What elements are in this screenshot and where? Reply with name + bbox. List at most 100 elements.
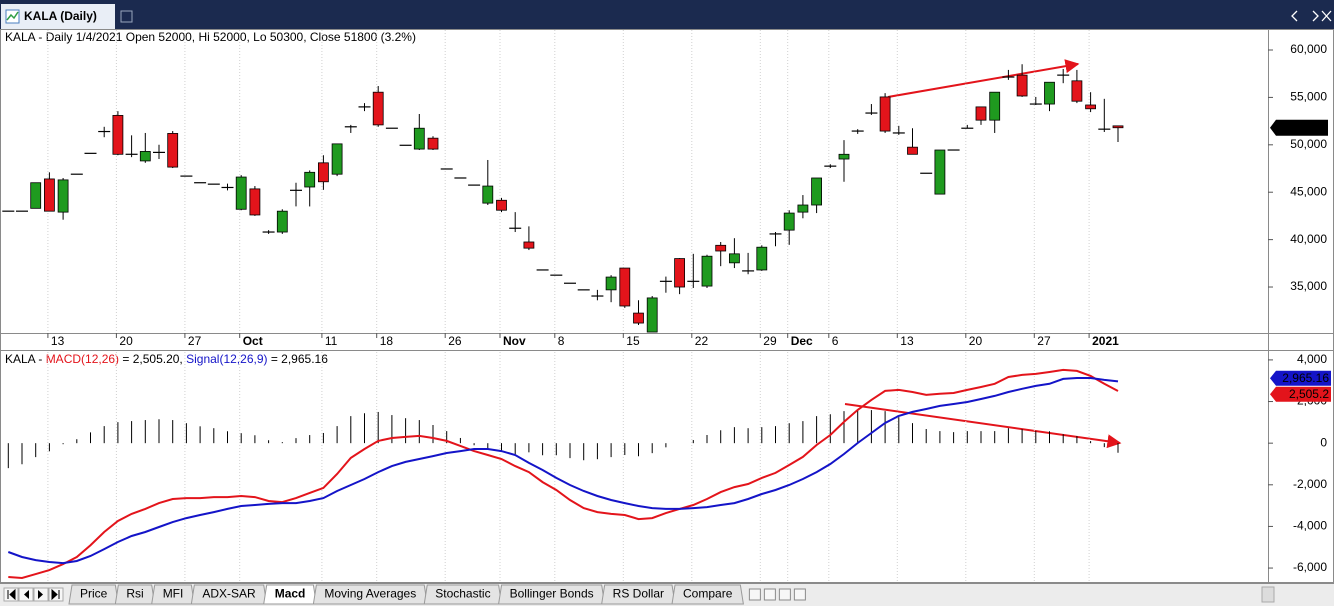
x-tick-label: 8 [558,334,565,348]
price-legend: KALA - Daily 1/4/2021 Open 52000, Hi 520… [5,30,416,44]
candle-body [57,179,69,213]
price-tag [1270,119,1328,136]
candle-body [235,176,247,210]
candle-body [701,255,713,287]
tab-tool[interactable] [778,588,791,601]
candle-body [1112,125,1124,129]
candle-body [1044,81,1055,105]
candle-body [838,153,850,160]
x-tick-label: 13 [900,334,914,348]
candle-body [112,115,124,155]
tab-label[interactable]: Compare [683,587,733,601]
tab-label[interactable]: ADX-SAR [202,587,256,601]
candle-body [304,171,316,188]
tab-label[interactable]: MFI [163,587,184,601]
x-tick-label: 27 [188,334,202,348]
x-tick-label: 22 [695,334,709,348]
macd-legend: KALA - MACD(12,26) = 2,505.20, Signal(12… [5,352,328,366]
trend-arrow [844,403,1122,449]
candle-body [317,162,329,183]
window-controls[interactable] [1291,10,1332,22]
candle-body [715,244,727,252]
x-tick-label: 18 [380,334,394,348]
x-tick-label: 2021 [1092,334,1119,348]
candle-body [756,246,768,271]
tab-tool[interactable] [763,588,776,601]
window-tab[interactable] [1,4,115,29]
candle-body [30,182,42,209]
x-tick-label: 20 [119,334,133,348]
tab-label[interactable]: Stochastic [435,587,490,601]
window-title: KALA (Daily) [24,9,97,23]
y-tick-label: 45,000 [1290,184,1327,198]
legend-name: Signal(12,26,9) [186,352,267,366]
scroll-thumb[interactable] [1261,586,1275,603]
y-tick-label: -2,000 [1293,477,1327,491]
x-tick-label: 20 [969,334,983,348]
value-tag [1270,370,1331,386]
y-tick-label: -4,000 [1293,519,1327,533]
tab-nav[interactable] [3,587,64,602]
price-tag-label: 51,800 [1288,120,1325,134]
legend-prefix: KALA - [5,352,46,366]
x-tick-label: Oct [243,334,263,348]
candle-body [907,146,918,155]
candle-body [1016,74,1028,97]
x-tick-label: Dec [791,334,813,348]
candle-body [674,258,685,288]
candle-body [523,241,535,249]
tab[interactable] [671,584,744,605]
candle-body [879,96,891,132]
tab-tool[interactable] [748,588,761,601]
y-tick-label: 55,000 [1290,90,1327,104]
candle-body [729,253,740,264]
candle-body [975,106,987,121]
value-tag-label: 2,505.2 [1289,387,1329,401]
tabs: Price Rsi MFI ADX-SAR Macd Moving Averages Sto… [68,584,744,605]
x-tick-label: 29 [763,334,777,348]
y-tick-label: 50,000 [1290,137,1327,151]
x-tick-label: 26 [448,334,462,348]
candle-body [633,312,644,324]
x-tick-label: 27 [1037,334,1051,348]
tab-label[interactable]: Rsi [126,587,143,601]
y-tick-label: 35,000 [1290,279,1327,293]
candle-body [482,185,494,204]
nav-prev-icon [24,590,29,599]
candle-body [934,149,946,195]
x-tick-label: 15 [626,334,640,348]
candle-body [372,91,384,126]
tab-label[interactable]: RS Dollar [613,587,664,601]
y-tick-label: 60,000 [1290,42,1327,56]
tab-label[interactable]: Bollinger Bonds [510,587,594,601]
candle-body [605,276,617,291]
candle-body [646,297,658,333]
candle-body [413,127,425,150]
x-tick-label: 11 [325,334,338,348]
y-tick-label: 40,000 [1290,232,1327,246]
y-tick-label: -6,000 [1293,560,1327,574]
tab-label[interactable]: Price [80,587,108,601]
candle-body [139,151,151,162]
tab-tool[interactable] [793,588,806,601]
legend-name: MACD(12,26) [46,352,119,366]
title-bar [0,0,1334,29]
macd-line [8,368,1119,580]
candle-body [783,212,795,231]
window-menu-icon[interactable] [120,10,133,23]
candle-body [619,267,631,307]
candle-body [331,143,343,175]
legend-value: = 2,965.16 [268,352,329,366]
tab-label[interactable]: Macd [275,587,306,601]
x-tick-label: Nov [503,334,526,348]
nav-first-icon [7,588,16,601]
nav-last-icon [51,588,60,601]
tab-label[interactable]: Moving Averages [324,587,416,601]
candle-body [276,210,288,233]
legend-value: = 2,505.20, [119,352,186,366]
tab-tools [748,588,806,601]
trend-arrow [887,59,1080,98]
macd-line [7,377,1119,565]
y-tick-label: 4,000 [1297,352,1327,366]
